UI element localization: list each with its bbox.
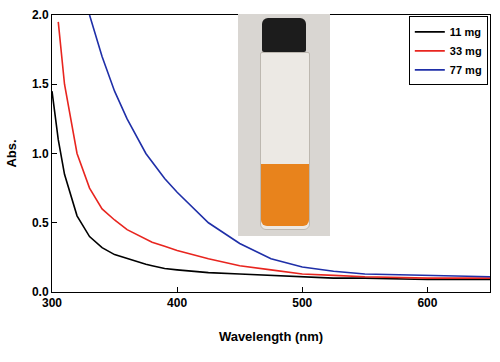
svg-text:0.0: 0.0	[32, 285, 49, 299]
svg-text:Wavelength (nm): Wavelength (nm)	[219, 329, 323, 344]
svg-text:0.5: 0.5	[32, 216, 49, 230]
svg-text:600: 600	[417, 296, 437, 310]
svg-text:1.0: 1.0	[32, 147, 49, 161]
svg-text:77 mg: 77 mg	[450, 64, 482, 76]
svg-text:500: 500	[292, 296, 312, 310]
svg-text:2.0: 2.0	[32, 8, 49, 22]
svg-text:33 mg: 33 mg	[450, 45, 482, 57]
svg-text:Abs.: Abs.	[4, 139, 19, 167]
svg-text:400: 400	[167, 296, 187, 310]
svg-text:300: 300	[42, 296, 62, 310]
svg-text:11 mg: 11 mg	[450, 26, 481, 38]
svg-text:1.5: 1.5	[32, 77, 49, 91]
